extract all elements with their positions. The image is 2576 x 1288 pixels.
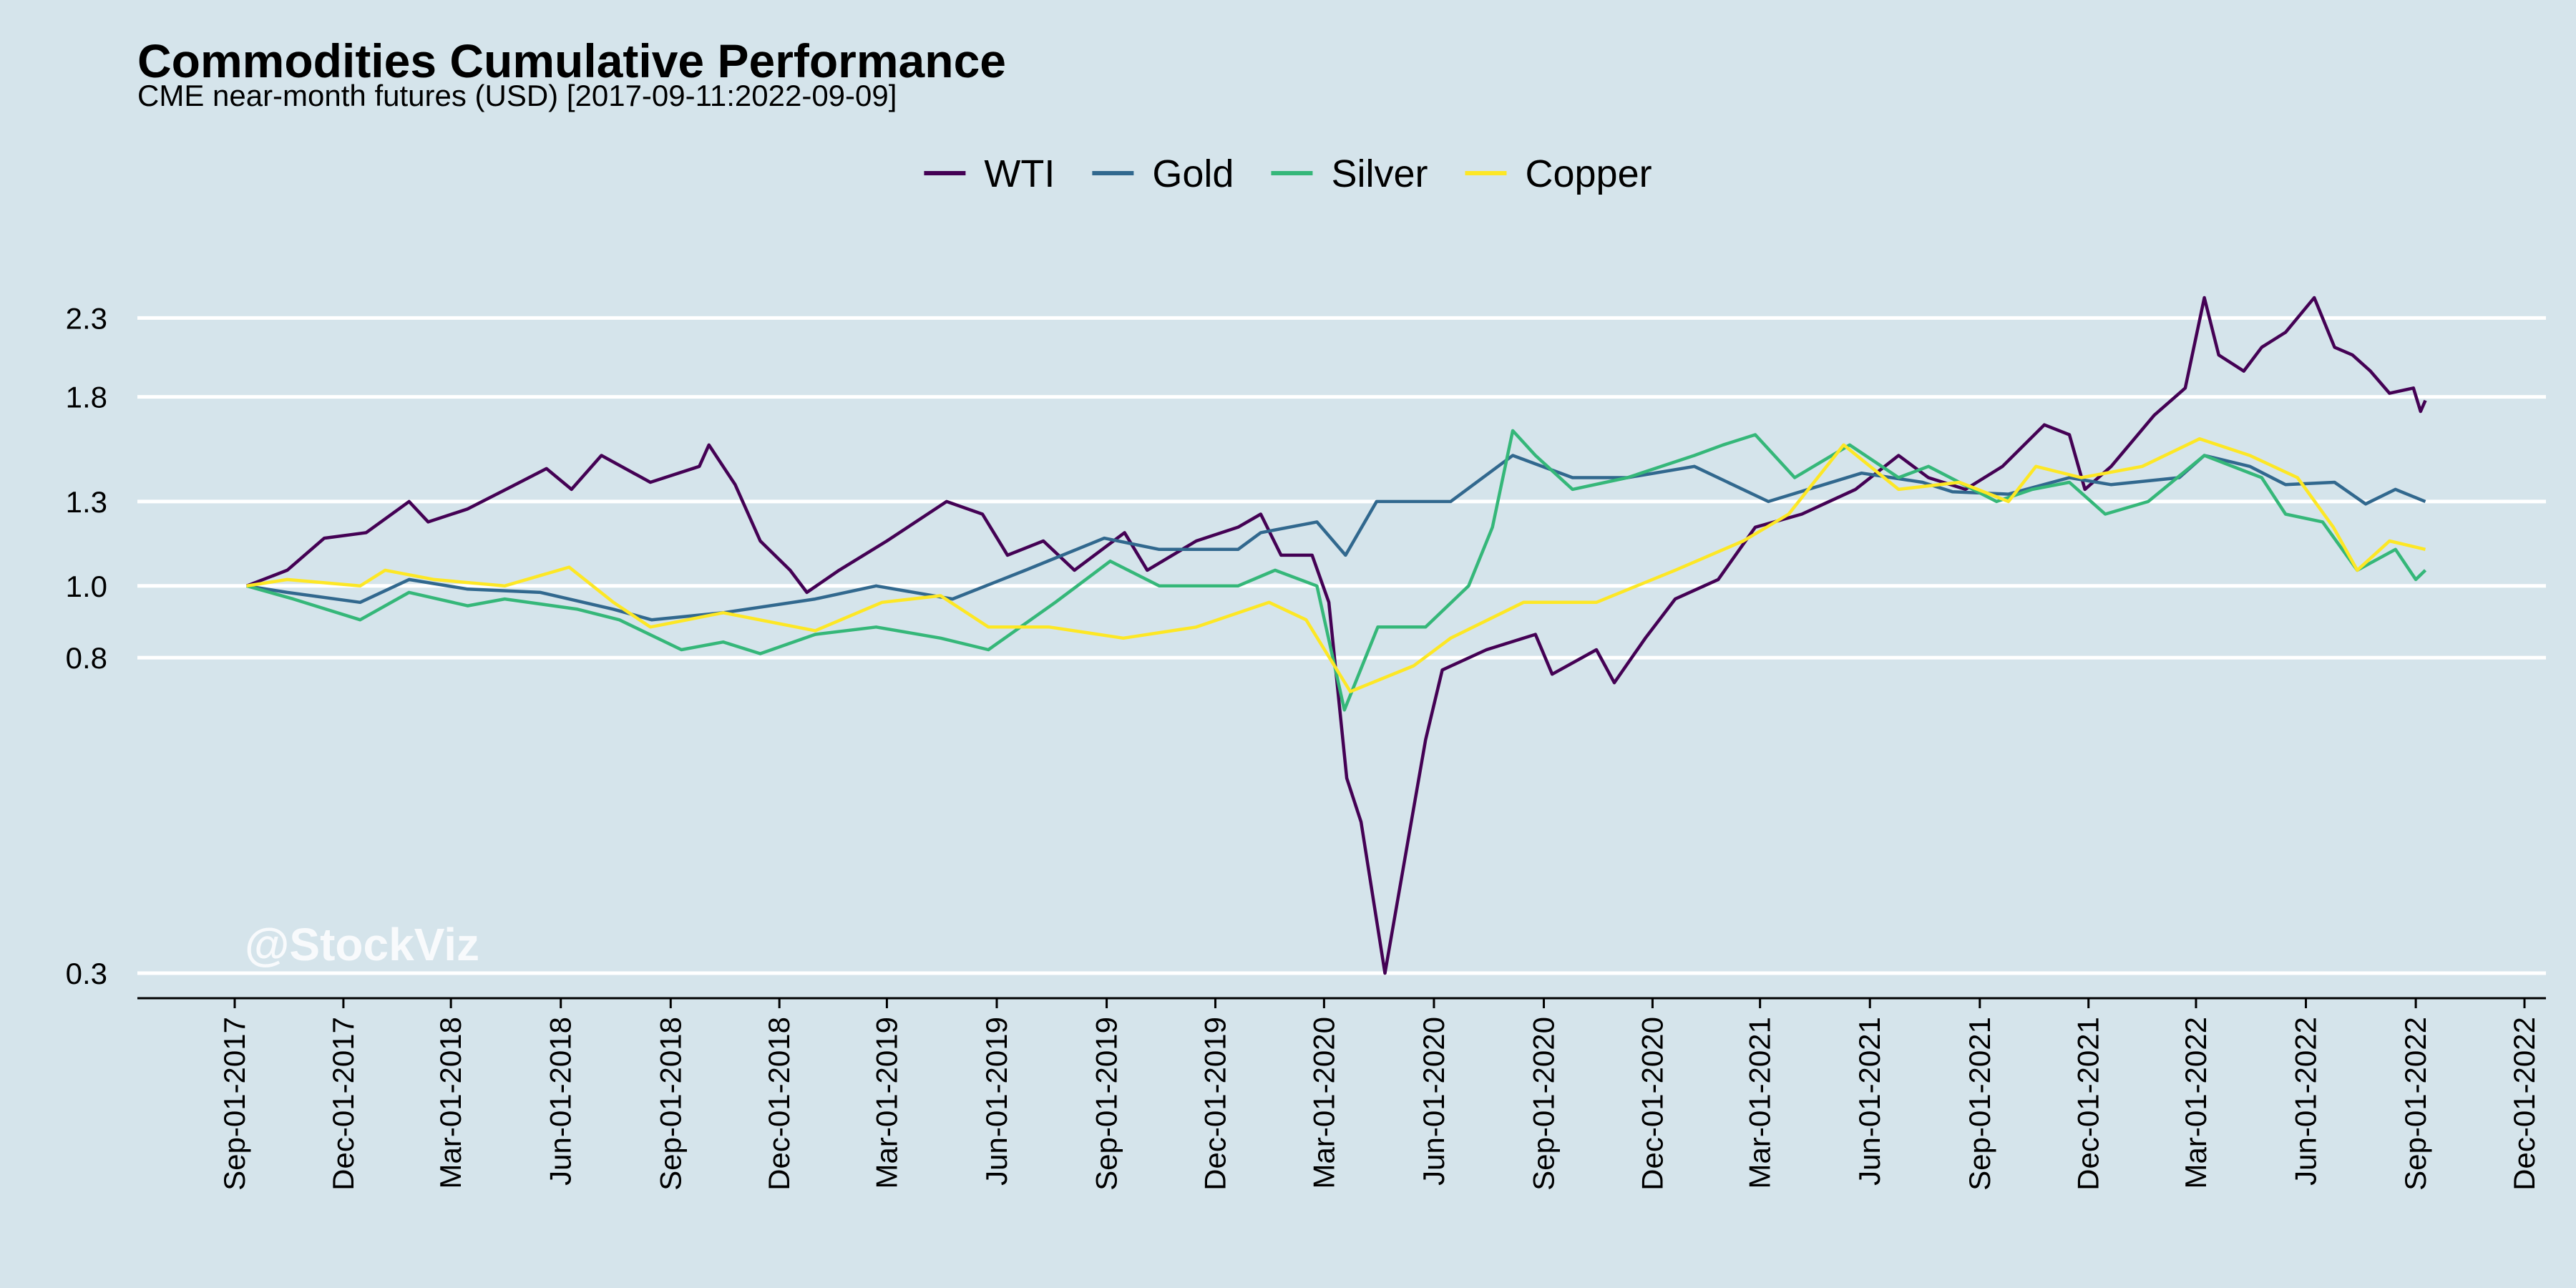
- legend-label-gold: Gold: [1152, 152, 1234, 195]
- x-tick-label: Mar-01-2022: [2179, 1017, 2212, 1189]
- x-tick-label: Mar-01-2018: [434, 1017, 467, 1189]
- series-line-copper: [246, 436, 2426, 693]
- legend: WTI Gold Silver Copper: [924, 152, 1652, 195]
- x-tick-label: Sep-01-2022: [2399, 1017, 2432, 1191]
- chart-subtitle: CME near-month futures (USD) [2017-09-11…: [137, 79, 897, 112]
- x-tick-label: Mar-01-2020: [1307, 1017, 1340, 1189]
- y-tick-label: 1.0: [66, 570, 107, 603]
- x-tick-label: Jun-01-2022: [2289, 1017, 2323, 1186]
- y-axis-ticks: 0.3 0.8 1.0 1.3 1.8 2.3: [66, 301, 107, 990]
- x-tick-label: Sep-01-2017: [218, 1017, 251, 1191]
- x-tick-label: Dec-01-2018: [762, 1017, 796, 1191]
- y-tick-label: 0.3: [66, 957, 107, 990]
- y-tick-label: 1.3: [66, 485, 107, 519]
- x-tick-label: Dec-01-2022: [2507, 1017, 2541, 1191]
- series-line-wti: [245, 296, 2427, 975]
- y-tick-label: 1.8: [66, 381, 107, 414]
- x-tick-label: Jun-01-2021: [1853, 1017, 1886, 1186]
- x-axis-ticks: Sep-01-2017 Dec-01-2017 Mar-01-2018 Jun-01-…: [218, 998, 2541, 1191]
- y-tick-label: 2.3: [66, 301, 107, 335]
- series-lines: [245, 296, 2427, 975]
- x-tick-label: Jun-01-2018: [544, 1017, 577, 1186]
- x-tick-label: Sep-01-2019: [1090, 1017, 1123, 1191]
- watermark: @StockViz: [245, 919, 479, 970]
- x-tick-label: Dec-01-2017: [326, 1017, 360, 1191]
- y-tick-label: 0.8: [66, 641, 107, 675]
- gridlines: [137, 316, 2546, 975]
- x-tick-label: Sep-01-2021: [1963, 1017, 1996, 1191]
- x-tick-label: Jun-01-2020: [1417, 1017, 1450, 1186]
- x-tick-label: Sep-01-2018: [653, 1017, 687, 1191]
- x-tick-label: Dec-01-2021: [2072, 1017, 2105, 1191]
- legend-label-silver: Silver: [1331, 152, 1428, 195]
- x-tick-label: Dec-01-2020: [1635, 1017, 1669, 1191]
- legend-label-wti: WTI: [984, 152, 1055, 195]
- series-line-silver: [246, 429, 2427, 712]
- x-tick-label: Mar-01-2019: [869, 1017, 903, 1189]
- x-tick-label: Sep-01-2020: [1527, 1017, 1561, 1191]
- x-tick-label: Mar-01-2021: [1743, 1017, 1777, 1189]
- legend-label-copper: Copper: [1525, 152, 1652, 195]
- x-tick-label: Dec-01-2019: [1198, 1017, 1231, 1191]
- x-tick-label: Jun-01-2019: [980, 1017, 1013, 1186]
- chart-title: Commodities Cumulative Performance: [137, 34, 1006, 87]
